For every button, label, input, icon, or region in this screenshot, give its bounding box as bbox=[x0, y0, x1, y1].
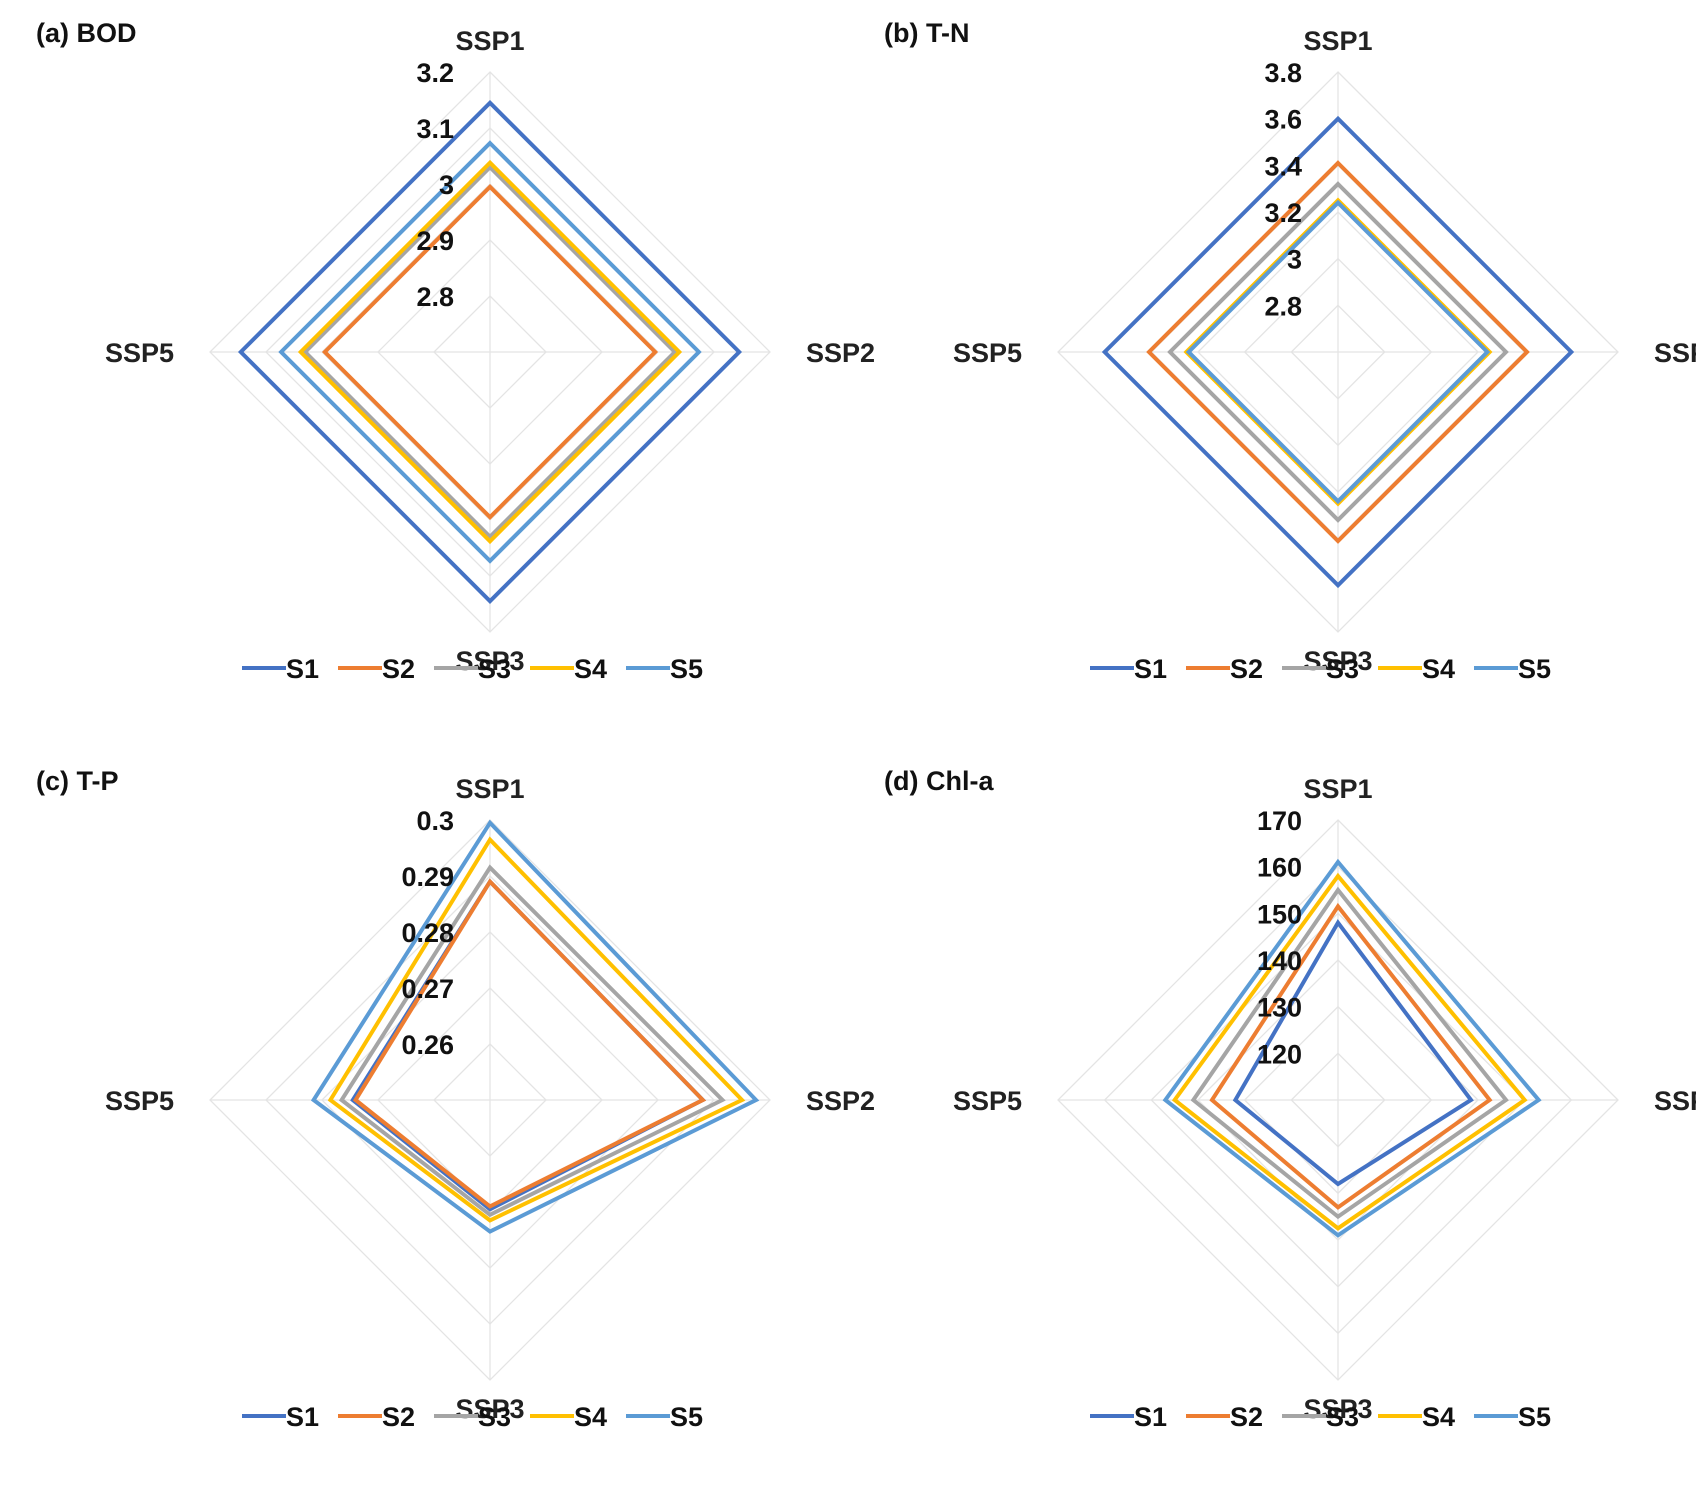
chart-title: (b) T-N bbox=[884, 18, 970, 48]
tick-label: 3.1 bbox=[416, 114, 454, 144]
legend-label-s4: S4 bbox=[1422, 1402, 1455, 1432]
tick-label: 0.29 bbox=[401, 862, 454, 892]
axis-label-ssp1: SSP1 bbox=[455, 26, 524, 56]
tick-label: 150 bbox=[1257, 899, 1302, 929]
tick-label: 3 bbox=[1287, 245, 1302, 275]
legend-label-s2: S2 bbox=[1230, 654, 1263, 684]
panel-tp: (c) T-P 0.26 0.27 0.28 0.29 0.3 SSP1 SSP2 SSP3 S… bbox=[0, 748, 875, 1496]
legend-label-s1: S1 bbox=[286, 1402, 319, 1432]
series-s3-line bbox=[302, 164, 678, 540]
axis-label-ssp5: SSP5 bbox=[953, 1086, 1022, 1116]
tick-label: 3.4 bbox=[1264, 151, 1302, 181]
radar-grid bbox=[209, 819, 771, 1381]
series-s3-line bbox=[1190, 886, 1509, 1220]
radar-grid bbox=[1057, 71, 1619, 633]
legend-label-s1: S1 bbox=[286, 654, 319, 684]
legend-label-s3: S3 bbox=[478, 1402, 511, 1432]
series-s4-line bbox=[297, 159, 683, 545]
axis-label-ssp2: SSP2 bbox=[806, 338, 875, 368]
tick-label: 0.3 bbox=[416, 806, 454, 836]
series-s1-line bbox=[1101, 115, 1575, 589]
series-s5-line bbox=[1185, 199, 1491, 505]
tick-label: 2.9 bbox=[416, 226, 454, 256]
legend-label-s5: S5 bbox=[1518, 1402, 1551, 1432]
legend-label-s5: S5 bbox=[670, 1402, 703, 1432]
series-s5-line bbox=[1162, 858, 1542, 1238]
series-s2-line bbox=[321, 183, 659, 521]
legend-label-s2: S2 bbox=[382, 654, 415, 684]
series-s2-line bbox=[352, 878, 707, 1209]
legend-label-s3: S3 bbox=[1326, 654, 1359, 684]
series-s4-line bbox=[1171, 872, 1528, 1231]
tick-label: 3.8 bbox=[1264, 58, 1302, 88]
axis-label-ssp3: SSP3 bbox=[1303, 646, 1372, 676]
tick-label: 2.8 bbox=[1264, 291, 1302, 321]
radar-grid bbox=[209, 71, 771, 633]
series-s4-line bbox=[327, 836, 746, 1223]
legend-label-s3: S3 bbox=[478, 654, 511, 684]
legend-label-s4: S4 bbox=[574, 1402, 607, 1432]
legend-label-s4: S4 bbox=[574, 654, 607, 684]
series-s2-line bbox=[1146, 160, 1530, 544]
axis-label-ssp3: SSP3 bbox=[455, 1394, 524, 1424]
legend-label-s5: S5 bbox=[1518, 654, 1551, 684]
legend-label-s2: S2 bbox=[1230, 1402, 1263, 1432]
tick-label: 170 bbox=[1257, 806, 1302, 836]
axis-label-ssp1: SSP1 bbox=[1303, 774, 1372, 804]
tick-label: 130 bbox=[1257, 993, 1302, 1023]
axis-label-ssp3: SSP3 bbox=[455, 646, 524, 676]
tick-label: 3.2 bbox=[416, 58, 454, 88]
tick-label: 0.28 bbox=[401, 918, 454, 948]
tick-label: 3.2 bbox=[1264, 198, 1302, 228]
tick-label: 2.8 bbox=[416, 282, 454, 312]
series-s3-line bbox=[338, 864, 726, 1218]
panel-bod: (a) BOD 2.8 2.9 3 3.1 3.2 SSP1 SSP2 SSP3 SSP5 S1 S… bbox=[0, 0, 875, 748]
legend: S1 S2 S3 S4 S5 bbox=[1090, 1402, 1551, 1432]
series-s5-line bbox=[310, 819, 760, 1234]
series-s1-line bbox=[1232, 919, 1474, 1187]
legend-label-s1: S1 bbox=[1134, 654, 1167, 684]
tick-label: 120 bbox=[1257, 1039, 1302, 1069]
tick-label: 3 bbox=[439, 170, 454, 200]
series-s5-line bbox=[278, 140, 702, 564]
axis-label-ssp3: SSP3 bbox=[1303, 1394, 1372, 1424]
legend-label-s2: S2 bbox=[382, 1402, 415, 1432]
legend: S1 S2 S3 S4 S5 bbox=[1090, 654, 1551, 684]
chart-title: (c) T-P bbox=[36, 766, 119, 796]
tick-label: 160 bbox=[1257, 853, 1302, 883]
series-s3-line bbox=[1167, 181, 1509, 523]
legend-label-s5: S5 bbox=[670, 654, 703, 684]
tick-label: 0.27 bbox=[401, 974, 454, 1004]
legend: S1 S2 S3 S4 S5 bbox=[242, 654, 703, 684]
series-s1-line bbox=[237, 99, 743, 605]
axis-label-ssp2: SSP2 bbox=[1654, 1086, 1696, 1116]
legend-label-s1: S1 bbox=[1134, 1402, 1167, 1432]
legend-label-s3: S3 bbox=[1326, 1402, 1359, 1432]
axis-label-ssp2: SSP2 bbox=[1654, 338, 1696, 368]
tick-label: 3.6 bbox=[1264, 105, 1302, 135]
axis-label-ssp1: SSP1 bbox=[455, 774, 524, 804]
axis-label-ssp5: SSP5 bbox=[105, 1086, 174, 1116]
chart-title: (d) Chl-a bbox=[884, 766, 994, 796]
axis-label-ssp5: SSP5 bbox=[953, 338, 1022, 368]
axis-label-ssp2: SSP2 bbox=[806, 1086, 875, 1116]
tick-label: 0.26 bbox=[401, 1030, 454, 1060]
axis-label-ssp5: SSP5 bbox=[105, 338, 174, 368]
axis-label-ssp1: SSP1 bbox=[1303, 26, 1372, 56]
legend-label-s4: S4 bbox=[1422, 654, 1455, 684]
series-s2-line bbox=[1209, 902, 1493, 1210]
chart-title: (a) BOD bbox=[36, 18, 137, 48]
legend: S1 S2 S3 S4 S5 bbox=[242, 1402, 703, 1432]
tick-label: 140 bbox=[1257, 946, 1302, 976]
